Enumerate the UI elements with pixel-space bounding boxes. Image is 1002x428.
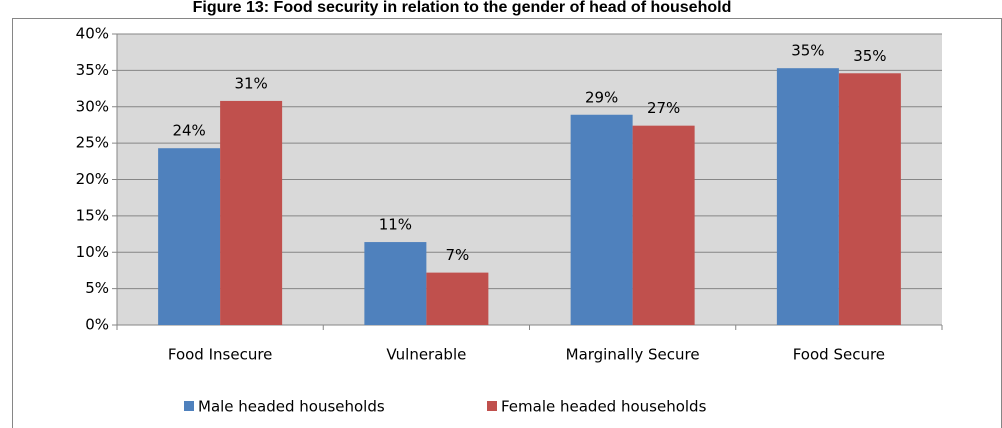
y-tick-label: 30%	[76, 97, 109, 115]
value-label: 7%	[445, 246, 469, 264]
value-label: 35%	[791, 42, 824, 60]
bar	[632, 125, 695, 325]
bar	[838, 73, 901, 325]
y-tick-label: 5%	[85, 279, 109, 297]
legend-label: Male headed households	[198, 398, 385, 416]
bar	[776, 68, 839, 325]
y-tick-label: 35%	[76, 61, 109, 79]
value-label: 29%	[585, 88, 618, 106]
x-tick-label: Food Insecure	[168, 346, 273, 364]
bar	[570, 114, 633, 325]
chart-title: Figure 13: Food security in relation to …	[193, 0, 732, 16]
legend-swatch	[487, 401, 497, 411]
legend-swatch	[184, 401, 194, 411]
y-tick-label: 40%	[76, 25, 109, 43]
value-label: 31%	[234, 74, 267, 92]
bar	[364, 242, 427, 325]
x-tick-label: Food Secure	[793, 346, 885, 364]
value-label: 35%	[853, 47, 886, 65]
x-tick-label: Vulnerable	[386, 346, 466, 364]
legend-label: Female headed households	[501, 398, 707, 416]
y-tick-label: 15%	[76, 206, 109, 224]
bar	[158, 148, 221, 325]
bar	[220, 100, 283, 326]
y-tick-label: 20%	[76, 170, 109, 188]
x-tick-label: Marginally Secure	[566, 346, 700, 364]
y-tick-label: 25%	[76, 134, 109, 152]
y-tick-label: 0%	[85, 316, 109, 334]
bar	[426, 272, 489, 325]
value-label: 11%	[379, 216, 412, 234]
value-label: 24%	[172, 122, 205, 140]
value-label: 27%	[647, 99, 680, 117]
y-tick-label: 10%	[76, 243, 109, 261]
